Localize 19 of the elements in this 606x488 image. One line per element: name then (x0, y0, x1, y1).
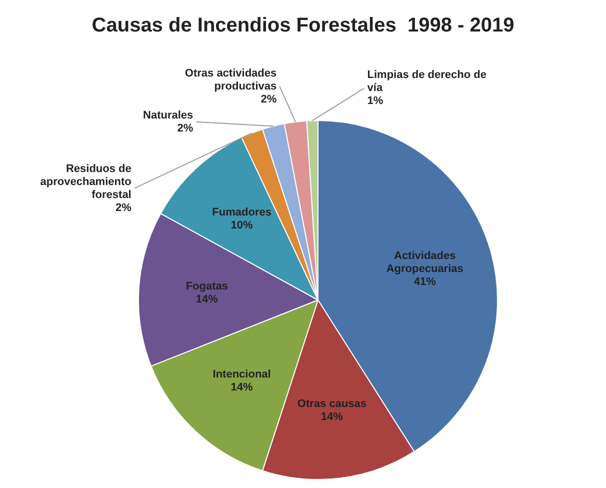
data-label: 10% (230, 219, 254, 232)
chart-title: Causas de Incendios Forestales 1998 - 2019 (92, 14, 514, 37)
slice-label: Fogatas (186, 280, 228, 293)
slice-label: Naturales (143, 109, 194, 122)
slice-label: Residuos de aprovechamiento forestal (40, 162, 132, 201)
data-label: 14% (230, 382, 254, 394)
slice-label: Actividades Agropecuarias (386, 250, 464, 275)
data-label: 41% (414, 276, 436, 288)
data-label: 1% (367, 95, 384, 108)
slice-label: Fumadores (212, 206, 272, 218)
data-label: 2% (260, 94, 277, 106)
data-label: 2% (115, 202, 132, 214)
data-label: 14% (320, 410, 344, 423)
data-label: 14% (196, 294, 218, 306)
slice-label: Limpias de derecho de vía (367, 69, 486, 94)
slice-label: Intencional (212, 368, 271, 381)
slice-label: Otras actividades productivas (184, 68, 277, 93)
data-label: 2% (177, 122, 194, 134)
slice-label: Otras causas (297, 398, 367, 410)
